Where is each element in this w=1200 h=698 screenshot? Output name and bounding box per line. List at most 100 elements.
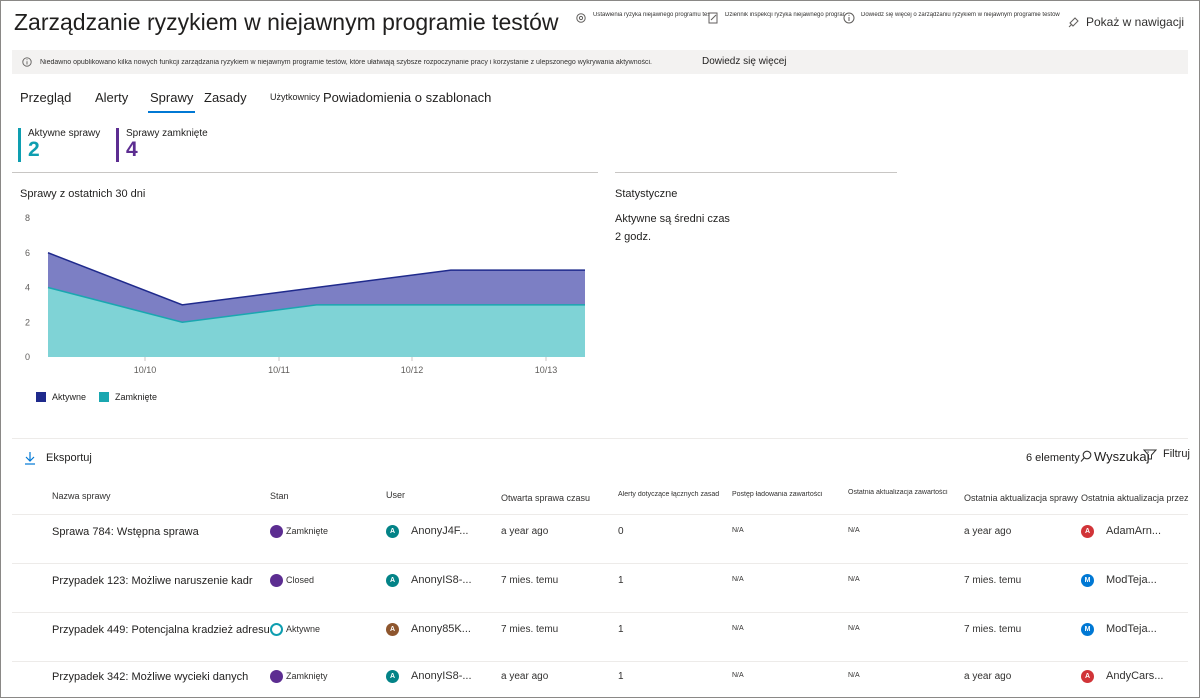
avatar: A (386, 670, 399, 683)
show-in-navigation-button[interactable]: Pokaż w nawigacji (1068, 15, 1184, 29)
user-cell[interactable]: A Anony85K... (386, 623, 471, 636)
settings-button[interactable]: Ustawienia ryzyka niejawnego programu te… (575, 12, 709, 24)
search-button[interactable]: Wyszukaj (1080, 449, 1150, 464)
kpi-closed-value: 4 (126, 138, 138, 161)
y-tick-label: 0 (25, 352, 30, 362)
download-icon (25, 452, 35, 465)
alerts-cell: 1 (618, 671, 624, 682)
filter-button[interactable]: Filtruj (1143, 448, 1190, 460)
tab-users[interactable]: Użytkownicy (270, 92, 321, 102)
tab-policies[interactable]: Zasady (204, 90, 247, 105)
learn-more-header-button[interactable]: Dowiedz się więcej o zarządzaniu ryzykie… (843, 12, 1060, 24)
y-tick-label: 2 (25, 317, 30, 327)
case-update-cell: a year ago (964, 671, 1012, 682)
page-title: Zarządzanie ryzykiem w niejawnym program… (14, 9, 559, 35)
legend-label-closed: Zamknięte (115, 392, 158, 402)
status-dot-icon (270, 525, 283, 538)
updated-by-cell: A AdamArn... (1081, 525, 1161, 538)
info-icon (22, 57, 32, 67)
filter-icon (1143, 449, 1157, 460)
case-update-cell: 7 mies. temu (964, 575, 1022, 586)
status-cell: Aktywne (270, 623, 320, 636)
x-tick-label: 10/12 (401, 365, 424, 375)
column-header-alerts[interactable]: Alerty dotyczące łącznych zasad (618, 491, 720, 498)
avatar: A (386, 525, 399, 538)
content-update-cell: N/A (848, 625, 860, 632)
status-cell: Zamknięty (270, 670, 328, 683)
opened-cell: 7 mies. temu (501, 575, 559, 586)
y-tick-label: 4 (25, 283, 30, 293)
status-label: Closed (286, 575, 315, 586)
column-header-case-name[interactable]: Nazwa sprawy (52, 491, 111, 501)
audit-log-button[interactable]: Dziennik inspekcji ryzyka niejawnego pro… (708, 12, 845, 24)
user-cell[interactable]: A AnonyJ4F... (386, 525, 468, 538)
filter-label: Filtruj (1163, 448, 1190, 460)
divider (12, 438, 1188, 439)
kpi-closed-cases: Sprawy zamknięte 4 (116, 128, 208, 162)
legend-item-active: Aktywne (36, 392, 86, 402)
column-header-content-update[interactable]: Ostatnia aktualizacja zawartości (848, 489, 948, 496)
export-button[interactable]: Eksportuj (24, 451, 92, 465)
user-cell[interactable]: A AnonyIS8-... (386, 574, 472, 587)
tab-alerts[interactable]: Alerty (95, 90, 129, 105)
avatar: M (1081, 574, 1094, 587)
content-update-cell: N/A (848, 672, 860, 679)
column-header-case-update[interactable]: Ostatnia aktualizacja sprawy (964, 493, 1079, 503)
gear-icon (576, 13, 586, 23)
x-tick-label: 10/11 (268, 365, 290, 375)
updated-by-label: AdamArn... (1106, 525, 1162, 538)
banner-learn-more-link[interactable]: Dowiedz się więcej (702, 56, 787, 67)
tab-overview[interactable]: Przegląd (20, 90, 72, 105)
divider (615, 172, 897, 173)
case-name-cell[interactable]: Przypadek 123: Możliwe naruszenie kadr (52, 575, 253, 587)
avatar: A (386, 574, 399, 587)
line-active (47, 252, 585, 306)
alerts-cell: 0 (618, 526, 624, 537)
info-icon (843, 12, 855, 24)
info-banner: Niedawno opublikowano kilka nowych funkc… (12, 50, 1188, 74)
column-header-updated-by[interactable]: Ostatnia aktualizacja przez (1081, 493, 1189, 503)
opened-cell: 7 mies. temu (501, 624, 559, 635)
tab-cases[interactable]: Sprawy (147, 90, 196, 113)
status-cell: Zamknięte (270, 525, 328, 538)
alerts-cell: 1 (618, 624, 624, 635)
audit-log-button-label: Dziennik inspekcji ryzyka niejawnego pro… (725, 12, 845, 18)
column-header-content-progress[interactable]: Postęp ładowania zawartości (732, 491, 823, 498)
status-dot-icon (270, 670, 283, 683)
learn-more-header-label: Dowiedz się więcej o zarządzaniu ryzykie… (861, 12, 1060, 18)
legend-swatch-closed (99, 392, 110, 402)
updated-by-label: AndyCars... (1106, 670, 1164, 683)
tab-notice-templates[interactable]: Powiadomienia o szablonach (323, 90, 492, 105)
table-row[interactable]: Przypadek 123: Możliwe naruszenie kadr C… (12, 563, 1188, 612)
stats-title: Statystyczne (615, 188, 678, 200)
progress-cell: N/A (732, 576, 744, 583)
edit-icon (708, 12, 718, 24)
case-name-cell[interactable]: Przypadek 342: Możliwe wycieki danych (52, 671, 249, 683)
y-tick-label: 6 (25, 248, 30, 258)
column-header-opened[interactable]: Otwarta sprawa czasu (501, 493, 591, 503)
x-tick-label: 10/13 (535, 365, 558, 375)
user-cell[interactable]: A AnonyIS8-... (386, 670, 472, 683)
column-header-user[interactable]: User (386, 490, 406, 500)
user-label: AnonyIS8-... (411, 670, 472, 683)
user-label: AnonyIS8-... (411, 574, 472, 587)
updated-by-label: ModTeja... (1106, 623, 1157, 636)
line-closed (47, 286, 585, 324)
table-row[interactable]: Przypadek 342: Możliwe wycieki danych Za… (12, 661, 1188, 698)
progress-cell: N/A (732, 625, 744, 632)
export-label: Eksportuj (46, 452, 92, 464)
table-row[interactable]: Przypadek 449: Potencjalna kradzież adre… (12, 612, 1188, 661)
case-name-cell[interactable]: Przypadek 449: Potencjalna kradzież adre… (52, 624, 274, 636)
stats-label: Aktywne są średni czas (615, 213, 730, 225)
column-header-status[interactable]: Stan (270, 491, 289, 501)
content-update-cell: N/A (848, 527, 860, 534)
user-label: AnonyJ4F... (411, 525, 469, 538)
y-tick-label: 8 (25, 213, 30, 223)
chart-title: Sprawy z ostatnich 30 dni (20, 188, 146, 200)
table-row[interactable]: Sprawa 784: Wstępna sprawa Zamknięte A An… (12, 514, 1188, 563)
kpi-active-cases: Aktywne sprawy 2 (18, 128, 100, 162)
status-cell: Closed (270, 574, 314, 587)
case-name-cell[interactable]: Sprawa 784: Wstępna sprawa (52, 526, 199, 538)
kpi-active-value: 2 (28, 138, 40, 161)
case-update-cell: 7 mies. temu (964, 624, 1022, 635)
